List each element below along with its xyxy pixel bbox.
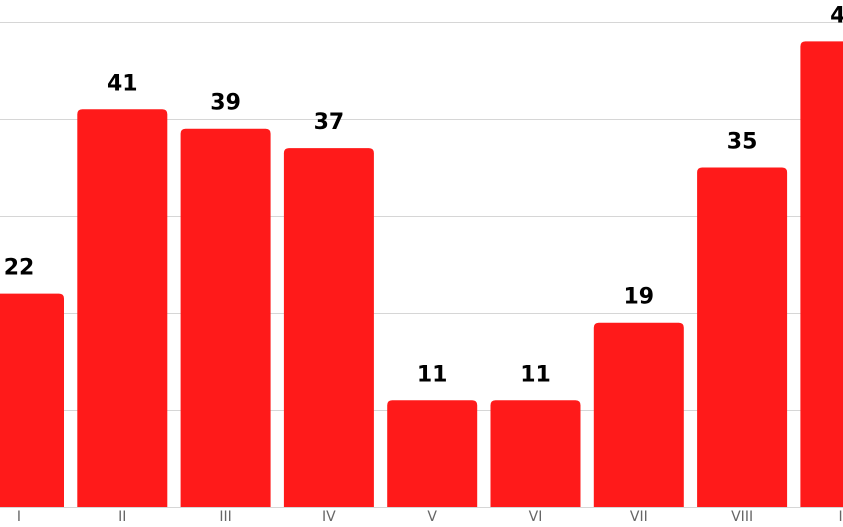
value-label: 19 [623,285,654,310]
value-label: 22 [4,256,35,281]
bar [593,322,684,507]
value-label: 39 [210,91,241,116]
value-label: 37 [314,110,345,135]
x-tick-label: II [118,509,126,525]
x-tick-label: III [219,509,231,525]
x-tick-label: VI [529,509,543,525]
x-tick-label: VIII [731,509,753,525]
value-label: 11 [520,362,551,387]
x-tick-label: V [427,509,437,525]
value-label: 48 [830,3,843,28]
value-label: 35 [727,130,758,155]
bar [387,400,478,507]
bar [77,109,168,508]
bar [0,293,64,507]
x-tick-label: IV [322,509,336,525]
bar [697,167,788,507]
x-tick-label: I [17,509,21,525]
bar [180,128,271,507]
value-label: 11 [417,362,448,387]
x-tick-label: VII [630,509,648,525]
bar [283,148,374,507]
bar [800,41,843,507]
bar [490,400,581,507]
value-label: 41 [107,71,138,96]
x-tick-label: IX [839,509,843,525]
